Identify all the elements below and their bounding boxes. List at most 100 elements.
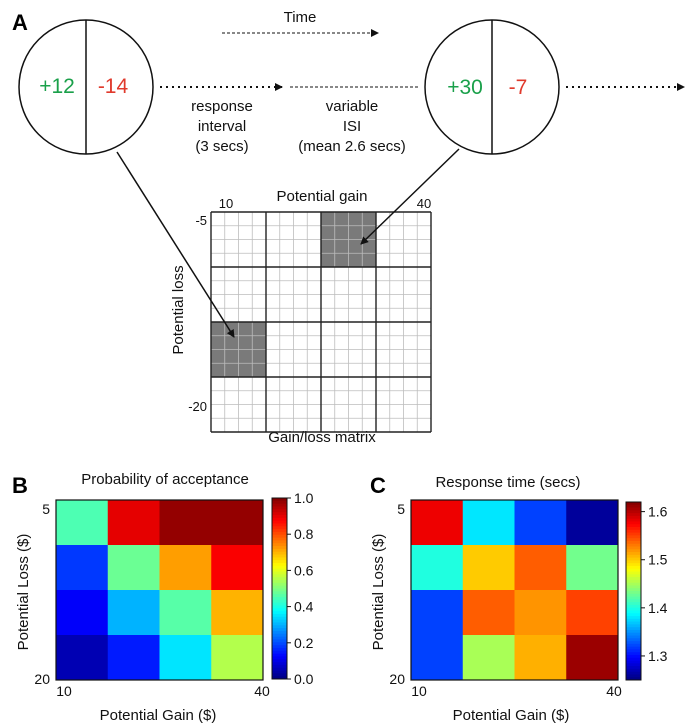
trial1-loss: -14 xyxy=(98,75,129,98)
colorbar-segment xyxy=(626,663,641,667)
colorbar-segment xyxy=(626,602,641,606)
colorbar-segment xyxy=(626,610,641,614)
colorbar-tick-label: 0.4 xyxy=(294,599,314,615)
isi-line2: ISI xyxy=(343,118,361,135)
heatmap-cell xyxy=(211,590,264,636)
heatmap-cell xyxy=(107,635,160,681)
panel-a-letter: A xyxy=(12,10,28,35)
heatmap-cell xyxy=(514,545,567,591)
panel-a: A Time +12 -14 +30 -7 response interval … xyxy=(12,9,685,446)
colorbar-segment xyxy=(272,670,287,674)
colorbar-segment xyxy=(272,557,287,561)
colorbar-segment xyxy=(272,512,287,516)
panel-c-xlabel: Potential Gain ($) xyxy=(453,707,570,724)
colorbar-segment xyxy=(272,585,287,589)
colorbar-segment xyxy=(626,616,641,620)
heatmap-cell xyxy=(411,590,464,636)
colorbar-segment xyxy=(272,588,287,592)
trial2-display: +30 -7 xyxy=(424,19,560,155)
colorbar-segment xyxy=(626,638,641,642)
colorbar-segment xyxy=(272,656,287,660)
colorbar-tick-label: 0.0 xyxy=(294,671,314,687)
colorbar-segment xyxy=(272,622,287,626)
colorbar-segment xyxy=(626,604,641,609)
heatmap-cell xyxy=(462,545,515,591)
isi-line3: (mean 2.6 secs) xyxy=(298,138,406,155)
colorbar-segment xyxy=(626,643,641,648)
colorbar-segment xyxy=(626,540,641,545)
colorbar-segment xyxy=(272,616,287,621)
response-interval-line2: interval xyxy=(198,118,246,135)
colorbar-segment xyxy=(626,527,641,531)
colorbar-segment xyxy=(272,647,287,652)
colorbar-segment xyxy=(626,554,641,559)
trial2-to-matrix-arrow xyxy=(360,148,460,245)
trial1-display: +12 -14 xyxy=(18,19,154,155)
colorbar-c: 1.6 1.5 1.4 1.3 xyxy=(625,501,668,681)
colorbar-segment xyxy=(272,659,287,663)
colorbar-segment xyxy=(626,618,641,622)
colorbar-segment xyxy=(626,666,641,670)
panel-b-title: Probability of acceptance xyxy=(81,471,249,488)
colorbar-segment xyxy=(272,611,287,615)
colorbar-segment xyxy=(626,507,641,511)
colorbar-segment xyxy=(272,529,287,533)
colorbar-segment xyxy=(626,524,641,528)
colorbar-segment xyxy=(626,563,641,567)
colorbar-segment xyxy=(272,650,287,654)
panel-c: C Response time (secs) Potential Gain ($… xyxy=(370,473,668,724)
colorbar-segment xyxy=(626,668,641,673)
heatmap-cell xyxy=(462,635,515,681)
colorbar-segment xyxy=(626,613,641,617)
matrix-y-min: -5 xyxy=(195,213,207,228)
colorbar-segment xyxy=(272,514,287,519)
colorbar-segment xyxy=(626,571,641,575)
colorbar-segment xyxy=(626,629,641,634)
panel-b-ylabel: Potential Loss ($) xyxy=(15,534,32,651)
colorbar-segment xyxy=(272,673,287,677)
colorbar-b: 0.0 0.2 0.4 0.6 0.8 1.0 xyxy=(271,490,314,687)
panel-c-title: Response time (secs) xyxy=(435,474,580,491)
matrix-ylabel: Potential loss xyxy=(170,265,187,354)
panel-c-ytick-max: 20 xyxy=(389,671,405,687)
colorbar-segment xyxy=(272,591,287,595)
matrix-grid xyxy=(210,211,432,433)
panel-b-xtick-max: 40 xyxy=(254,683,270,699)
colorbar-segment xyxy=(272,526,287,530)
colorbar-segment xyxy=(272,531,287,536)
panel-c-ytick-min: 5 xyxy=(397,501,405,517)
colorbar-segment xyxy=(272,560,287,564)
gain-loss-matrix: Potential gain Gain/loss matrix Potentia… xyxy=(170,188,432,446)
colorbar-segment xyxy=(626,568,641,572)
colorbar-segment xyxy=(626,649,641,653)
heatmap-cell xyxy=(566,545,619,591)
colorbar-segment xyxy=(272,543,287,547)
colorbar-segment xyxy=(626,588,641,592)
colorbar-segment xyxy=(272,636,287,640)
colorbar-segment xyxy=(272,577,287,581)
colorbar-segment xyxy=(272,633,287,637)
colorbar-segment xyxy=(272,563,287,567)
panel-b-letter: B xyxy=(12,473,28,498)
colorbar-segment xyxy=(626,518,641,522)
colorbar-segment xyxy=(626,641,641,645)
colorbar-segment xyxy=(272,580,287,584)
trial1-to-matrix-arrow xyxy=(116,151,235,338)
colorbar-tick-label: 0.8 xyxy=(294,526,314,542)
heatmap-cell xyxy=(566,500,619,546)
colorbar-segment xyxy=(272,628,287,632)
colorbar-segment xyxy=(272,667,287,671)
colorbar-tick-label: 1.6 xyxy=(648,504,668,520)
heatmap-cell xyxy=(107,590,160,636)
matrix-x-max: 40 xyxy=(417,196,431,211)
colorbar-segment xyxy=(272,602,287,606)
colorbar-tick-label: 0.2 xyxy=(294,635,314,651)
colorbar-segment xyxy=(626,657,641,661)
colorbar-segment xyxy=(272,520,287,524)
matrix-y-max: -20 xyxy=(188,399,207,414)
colorbar-segment xyxy=(626,677,641,681)
heatmap-cell xyxy=(514,500,567,546)
heatmap-cell xyxy=(566,590,619,636)
isi-line1: variable xyxy=(326,98,379,115)
